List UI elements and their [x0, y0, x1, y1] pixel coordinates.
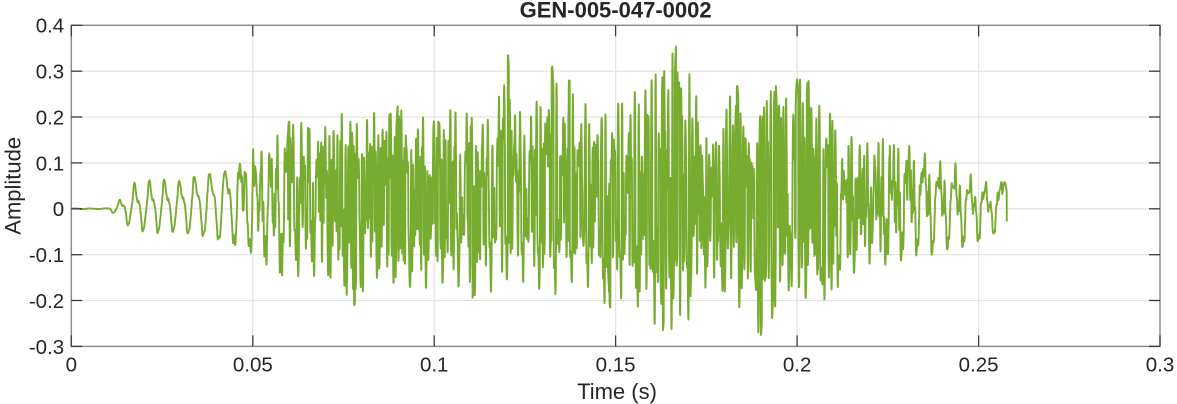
svg-text:0: 0 — [66, 354, 77, 377]
svg-text:-0.2: -0.2 — [29, 290, 64, 313]
svg-text:Time (s): Time (s) — [577, 379, 657, 404]
svg-text:0.15: 0.15 — [596, 354, 636, 377]
svg-text:0.4: 0.4 — [36, 15, 65, 38]
svg-text:-0.1: -0.1 — [29, 244, 64, 267]
svg-text:-0.3: -0.3 — [29, 336, 64, 359]
svg-text:0.3: 0.3 — [36, 61, 65, 84]
svg-text:0.25: 0.25 — [959, 354, 999, 377]
svg-text:GEN-005-047-0002: GEN-005-047-0002 — [520, 0, 712, 23]
svg-text:0: 0 — [53, 198, 64, 221]
svg-text:0.05: 0.05 — [233, 354, 273, 377]
svg-text:0.1: 0.1 — [36, 152, 65, 175]
svg-text:0.2: 0.2 — [783, 354, 812, 377]
svg-text:0.2: 0.2 — [36, 106, 65, 129]
svg-text:Amplitude: Amplitude — [1, 137, 26, 235]
svg-text:0.1: 0.1 — [420, 354, 449, 377]
svg-text:0.3: 0.3 — [1146, 354, 1175, 377]
